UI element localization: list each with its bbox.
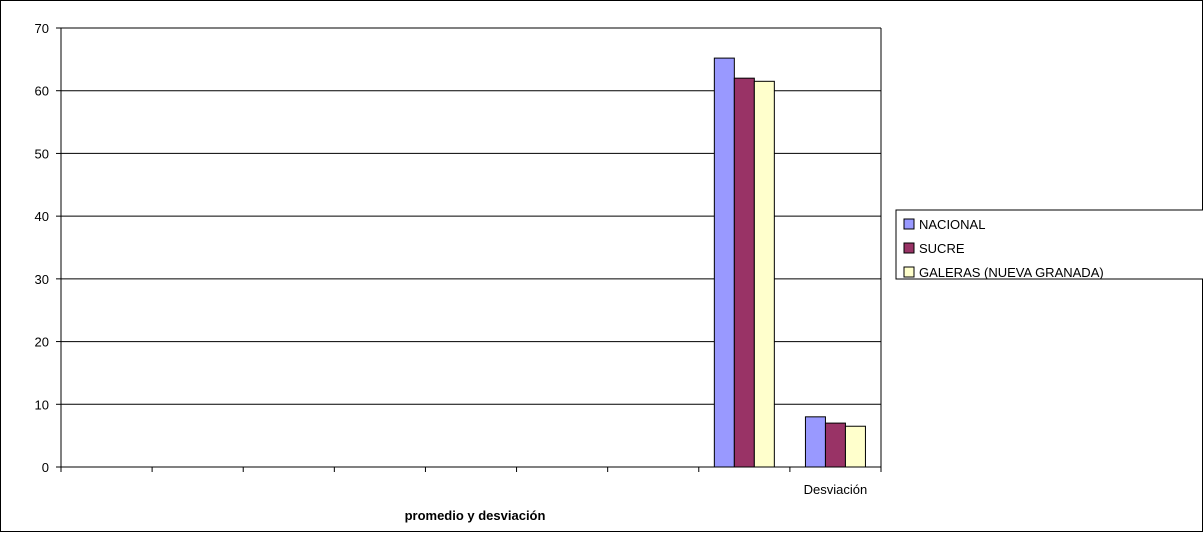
y-tick-label: 70: [35, 21, 49, 36]
legend-label: NACIONAL: [919, 217, 985, 232]
bars: [713, 57, 866, 468]
legend-label: SUCRE: [919, 241, 965, 256]
y-tick-label: 10: [35, 397, 49, 412]
gridlines: [61, 27, 881, 405]
y-tick-label: 30: [35, 272, 49, 287]
y-tick-label: 60: [35, 84, 49, 99]
legend-label: GALERAS (NUEVA GRANADA): [919, 265, 1104, 280]
x-tick-label: Desviación: [804, 482, 868, 497]
legend-swatch: [903, 242, 915, 254]
bar: [824, 422, 846, 468]
legend: NACIONAL SUCRE GALERAS (NUEVA GRANADA): [895, 209, 1203, 280]
legend-swatch: [903, 266, 915, 278]
y-tick-label: 50: [35, 146, 49, 161]
bar: [844, 425, 866, 468]
y-tick-label: 40: [35, 209, 49, 224]
axis-labels: 0 10 20 30 40 50 60 70 Desviación: [35, 21, 868, 497]
y-tick-label: 0: [42, 460, 49, 475]
bar: [733, 77, 755, 468]
bar: [713, 57, 735, 468]
axes: [56, 27, 882, 472]
legend-swatch: [903, 218, 915, 230]
bar: [804, 416, 826, 468]
legend-box: [895, 209, 1203, 280]
bar: [753, 80, 775, 468]
y-tick-label: 20: [35, 335, 49, 350]
x-axis-title: promedio y desviación: [405, 508, 546, 523]
